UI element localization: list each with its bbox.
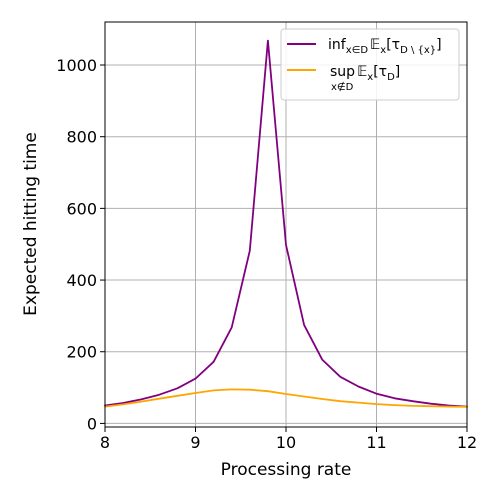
- x-tick-label: 12: [457, 433, 477, 452]
- x-axis-ticks: 8 9 10 11 12: [100, 427, 477, 452]
- legend-box: [280, 28, 460, 101]
- y-tick-label: 0: [87, 414, 97, 433]
- legend-label-series-2-subscript: x∉D: [331, 81, 354, 93]
- y-tick-label: 1000: [56, 56, 97, 75]
- y-tick-label: 800: [66, 128, 97, 147]
- legend-label-series-1: infx∈D 𝔼x[τD \ {x}]: [328, 37, 442, 56]
- x-tick-label: 9: [190, 433, 200, 452]
- y-axis-label: Expected hitting time: [21, 132, 41, 316]
- y-tick-label: 600: [66, 199, 97, 218]
- x-axis-label: Processing rate: [221, 460, 352, 480]
- legend-label-series-2: sup 𝔼x[τD]: [330, 64, 400, 83]
- x-tick-label: 10: [276, 433, 296, 452]
- y-axis-ticks: 0 200 400 600 800 1000: [56, 56, 105, 433]
- series-line-1: [104, 39, 468, 408]
- legend: infx∈D 𝔼x[τD \ {x}] sup 𝔼x[τD] x∉D: [280, 28, 460, 101]
- x-tick-label: 8: [100, 433, 110, 452]
- y-tick-label: 400: [66, 271, 97, 290]
- x-tick-label: 11: [366, 433, 386, 452]
- series-layer: [104, 39, 468, 408]
- series-line-2: [104, 388, 468, 408]
- y-tick-label: 200: [66, 343, 97, 362]
